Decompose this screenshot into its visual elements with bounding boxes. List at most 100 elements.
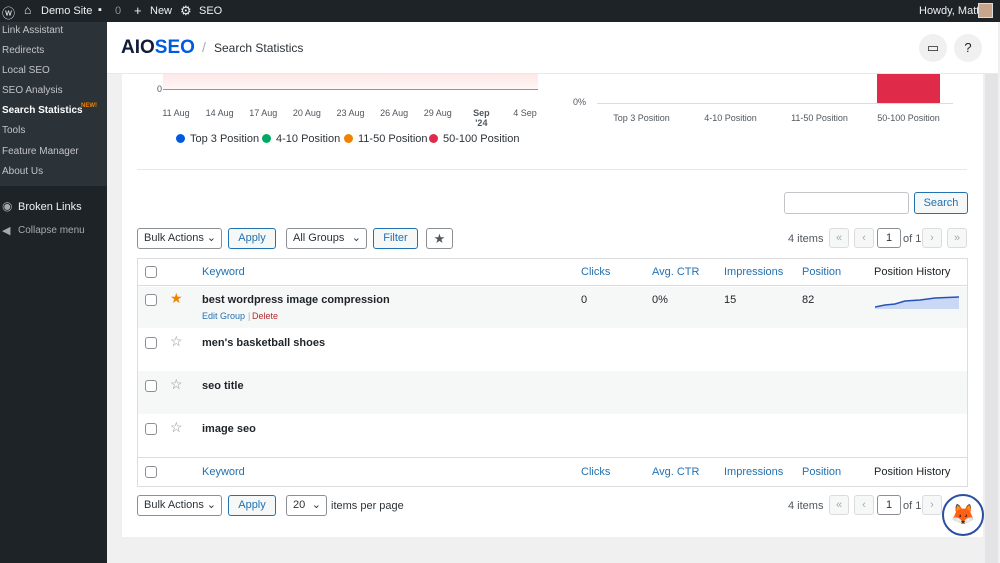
legend-item[interactable]: 50-100 Position bbox=[429, 133, 519, 145]
legend-item[interactable]: 11-50 Position bbox=[344, 133, 428, 145]
column-impressions[interactable]: Impressions bbox=[724, 466, 784, 478]
per-page-select[interactable]: 20 ⌄ bbox=[286, 495, 327, 516]
column-clicks[interactable]: Clicks bbox=[581, 266, 611, 278]
next-page-button[interactable]: › bbox=[922, 495, 942, 515]
first-page-button[interactable]: « bbox=[829, 228, 849, 248]
ctr-value: 0% bbox=[652, 294, 668, 306]
sidebar-item-link-assistant[interactable]: Link Assistant bbox=[2, 25, 64, 36]
table-row[interactable]: ☆ seo title bbox=[138, 371, 967, 414]
search-input[interactable] bbox=[784, 192, 909, 214]
howdy-link[interactable]: Howdy, Matt bbox=[919, 5, 980, 17]
assistant-mascot-button[interactable]: 🦊 bbox=[942, 494, 984, 536]
legend-item[interactable]: 4-10 Position bbox=[262, 133, 340, 145]
search-button[interactable]: Search bbox=[914, 192, 968, 214]
select-all-checkbox[interactable] bbox=[145, 466, 157, 478]
delete-link[interactable]: Delete bbox=[252, 311, 279, 321]
help-icon[interactable]: ? bbox=[954, 34, 982, 62]
sidebar-item-feature-manager[interactable]: Feature Manager bbox=[2, 146, 79, 157]
groups-select[interactable]: All Groups ⌄ bbox=[286, 228, 367, 249]
column-keyword[interactable]: Keyword bbox=[202, 266, 245, 278]
chevron-down-icon: ⌄ bbox=[351, 232, 361, 244]
chart-area-fill bbox=[163, 74, 538, 89]
prev-page-button[interactable]: ‹ bbox=[854, 228, 874, 248]
position-history-sparkline bbox=[875, 296, 959, 309]
page-title: Search Statistics bbox=[214, 41, 304, 55]
site-link[interactable]: Demo Site bbox=[41, 5, 93, 17]
y-tick: 0% bbox=[573, 97, 587, 107]
sidebar-item-about-us[interactable]: About Us bbox=[2, 166, 44, 177]
last-page-button[interactable]: » bbox=[947, 228, 967, 248]
x-tick-label: 23 Aug bbox=[336, 108, 365, 118]
sidebar-item-local-seo[interactable]: Local SEO bbox=[2, 65, 50, 76]
table-row[interactable]: ☆ men's basketball shoes bbox=[138, 328, 967, 371]
prev-page-button[interactable]: ‹ bbox=[854, 495, 874, 515]
column-position[interactable]: Position bbox=[802, 466, 842, 478]
legend-label: 50-100 Position bbox=[443, 133, 520, 145]
row-checkbox[interactable] bbox=[145, 294, 157, 306]
select-all-checkbox[interactable] bbox=[145, 266, 157, 278]
per-page-value: 20 bbox=[293, 499, 306, 511]
first-page-button[interactable]: « bbox=[829, 495, 849, 515]
column-clicks[interactable]: Clicks bbox=[581, 466, 611, 478]
row-checkbox[interactable] bbox=[145, 380, 157, 392]
aioseo-icon: ⚙ bbox=[180, 3, 192, 18]
star-filter-button[interactable]: ★ bbox=[426, 228, 453, 249]
broken-links-icon: ◉ bbox=[2, 199, 13, 213]
avatar[interactable] bbox=[978, 3, 993, 18]
page-input[interactable]: 1 bbox=[877, 228, 901, 248]
comment-count[interactable]: 0 bbox=[115, 5, 122, 17]
notifications-inbox-icon[interactable]: ▭ bbox=[919, 34, 947, 62]
row-checkbox[interactable] bbox=[145, 337, 157, 349]
legend-label: Top 3 Position bbox=[190, 133, 260, 145]
seo-link[interactable]: SEO bbox=[199, 5, 223, 17]
admin-bar: ⓦ ⌂ Demo Site ▪ 0 + New ⚙ SEO Howdy, Mat… bbox=[0, 0, 1000, 22]
chevron-down-icon: ⌄ bbox=[311, 499, 321, 511]
apply-button[interactable]: Apply bbox=[228, 228, 276, 249]
filter-button[interactable]: Filter bbox=[373, 228, 418, 249]
column-ctr[interactable]: Avg. CTR bbox=[652, 466, 700, 478]
column-impressions[interactable]: Impressions bbox=[724, 266, 784, 278]
next-page-button[interactable]: › bbox=[922, 228, 942, 248]
sidebar-item-tools[interactable]: Tools bbox=[2, 125, 26, 136]
wordpress-logo-icon[interactable]: ⓦ bbox=[2, 6, 16, 21]
column-position[interactable]: Position bbox=[802, 266, 842, 278]
x-tick-label: 26 Aug bbox=[380, 108, 409, 118]
table-row[interactable]: ☆ image seo bbox=[138, 414, 967, 457]
keyword-text[interactable]: image seo bbox=[202, 423, 256, 435]
clicks-value: 0 bbox=[581, 294, 588, 306]
column-position-history: Position History bbox=[874, 266, 951, 278]
scrollbar[interactable] bbox=[985, 74, 998, 563]
collapse-icon[interactable]: ◀ bbox=[2, 225, 11, 237]
legend-item[interactable]: Top 3 Position bbox=[176, 133, 259, 145]
column-ctr[interactable]: Avg. CTR bbox=[652, 266, 700, 278]
sidebar-item-seo-analysis[interactable]: SEO Analysis bbox=[2, 85, 63, 96]
star-outline-icon[interactable]: ☆ bbox=[170, 419, 183, 435]
page-total: of 1 bbox=[903, 233, 922, 245]
comment-icon[interactable]: ▪ bbox=[98, 4, 102, 16]
bar-category-label: Top 3 Position bbox=[613, 113, 670, 123]
keyword-text[interactable]: seo title bbox=[202, 380, 244, 392]
star-outline-icon[interactable]: ☆ bbox=[170, 376, 183, 392]
keyword-text[interactable]: men's basketball shoes bbox=[202, 337, 326, 349]
table-row[interactable]: ★ best wordpress image compression Edit … bbox=[138, 287, 967, 328]
page-input[interactable]: 1 bbox=[877, 495, 901, 515]
row-checkbox[interactable] bbox=[145, 423, 157, 435]
apply-button[interactable]: Apply bbox=[228, 495, 276, 516]
edit-group-link[interactable]: Edit Group bbox=[202, 311, 246, 321]
sidebar-item-redirects[interactable]: Redirects bbox=[2, 45, 45, 56]
items-count: 4 items bbox=[788, 500, 824, 512]
bulk-actions-value: Bulk Actions bbox=[144, 232, 204, 244]
column-keyword[interactable]: Keyword bbox=[202, 466, 245, 478]
table-header: Keyword Clicks Avg. CTR Impressions Posi… bbox=[138, 259, 967, 286]
sidebar-item-broken-links[interactable]: Broken Links bbox=[18, 201, 82, 213]
star-outline-icon[interactable]: ☆ bbox=[170, 333, 183, 349]
bulk-actions-select[interactable]: Bulk Actions ⌄ bbox=[137, 228, 222, 249]
collapse-menu[interactable]: Collapse menu bbox=[18, 225, 85, 236]
sidebar-item-search-statistics[interactable]: Search Statistics bbox=[2, 105, 83, 116]
logo: AIOSEO bbox=[121, 37, 195, 59]
breadcrumb-separator: / bbox=[202, 39, 206, 55]
new-link[interactable]: New bbox=[150, 5, 173, 17]
keyword-text[interactable]: best wordpress image compression bbox=[202, 294, 390, 306]
bulk-actions-select[interactable]: Bulk Actions ⌄ bbox=[137, 495, 222, 516]
star-filled-icon[interactable]: ★ bbox=[170, 290, 183, 306]
